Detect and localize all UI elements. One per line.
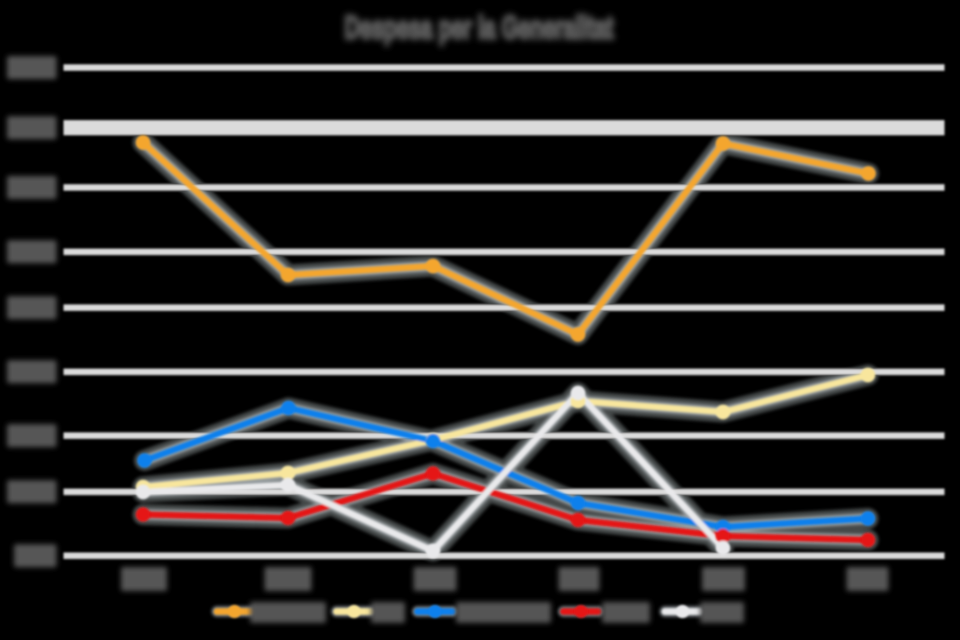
svg-text:Despesa per la Generalitat: Despesa per la Generalitat (345, 10, 614, 46)
